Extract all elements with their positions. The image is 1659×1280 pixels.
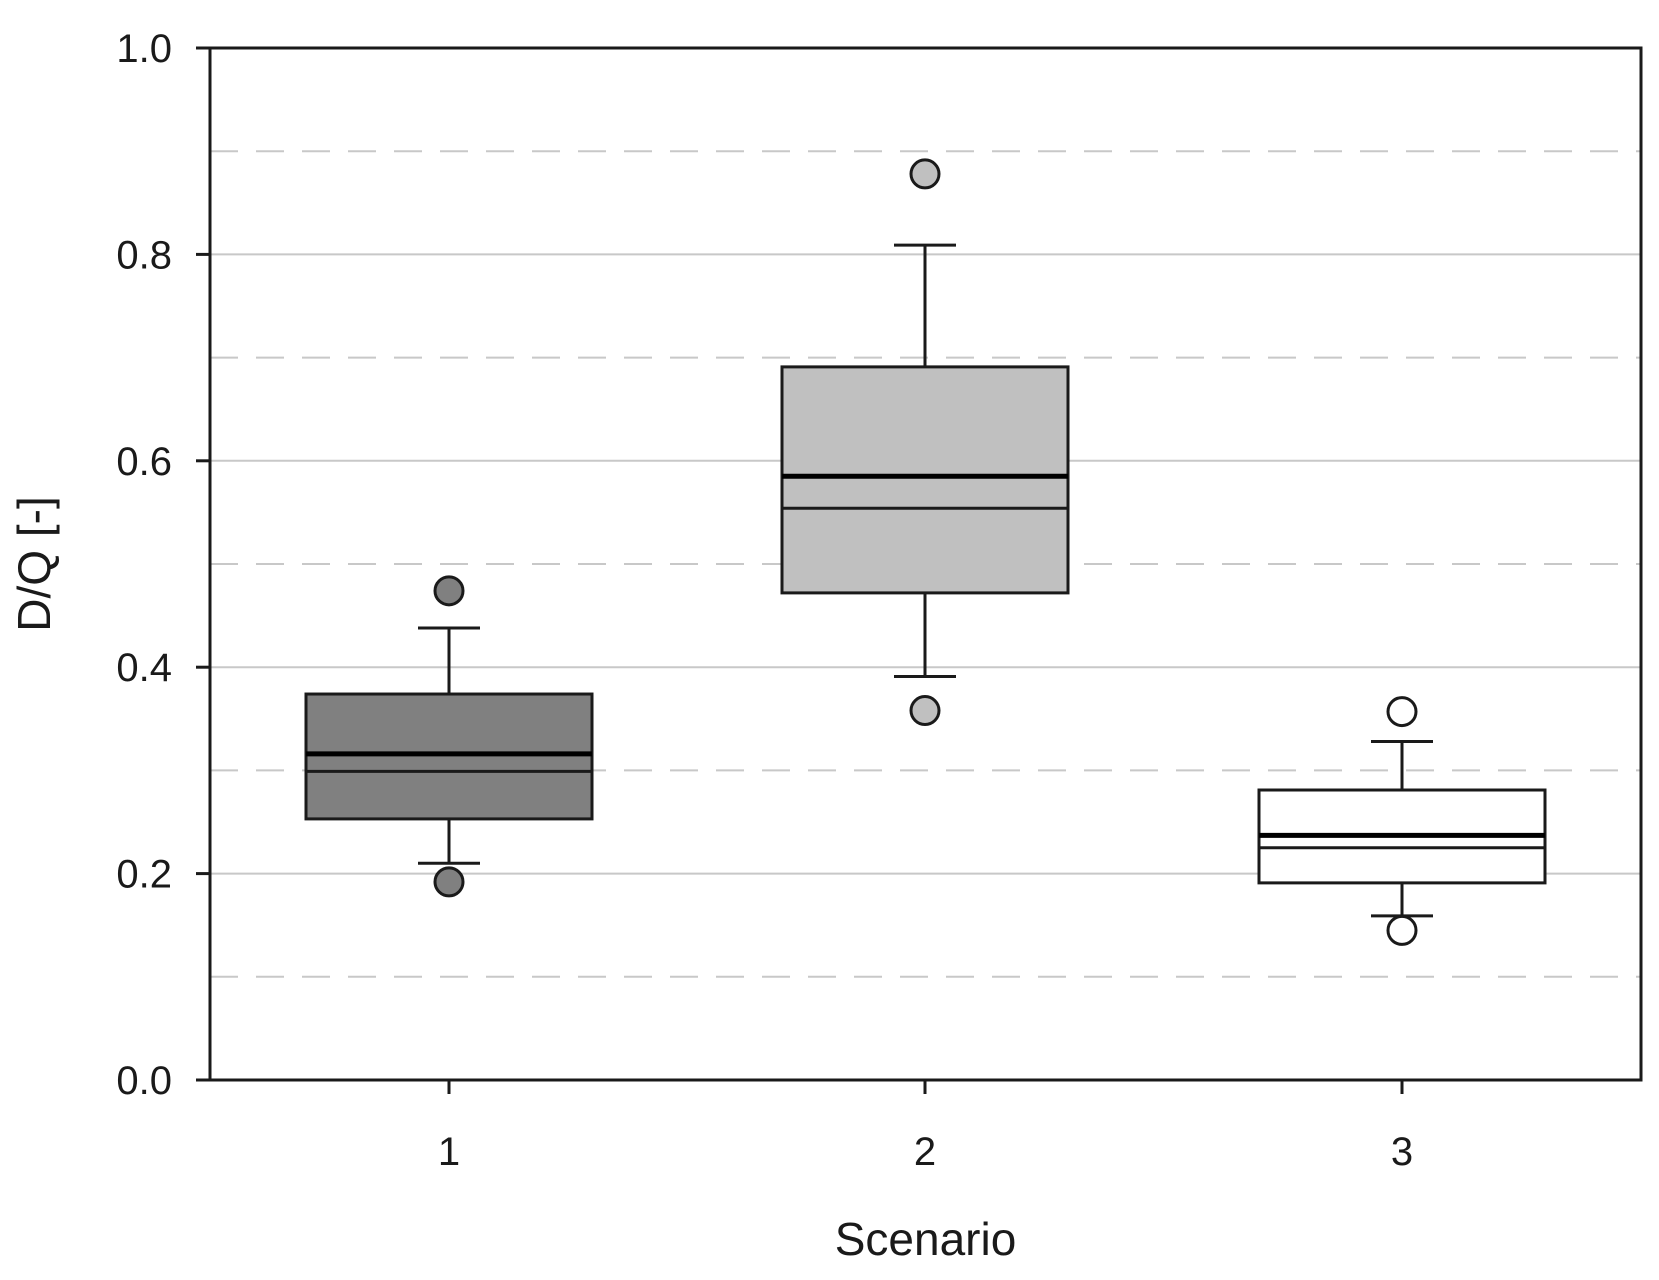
- y-tick-label: 0.2: [116, 853, 172, 897]
- box-iqr: [304, 692, 594, 821]
- outlier-point: [433, 575, 465, 607]
- x-axis-ticks: 1 2 3: [438, 1080, 1413, 1174]
- outlier-point: [909, 158, 941, 190]
- outlier-point: [1386, 914, 1418, 946]
- box-iqr: [780, 365, 1070, 595]
- box-group: [304, 575, 594, 898]
- y-tick-label: 0.6: [116, 440, 172, 484]
- x-axis-title: Scenario: [835, 1213, 1017, 1265]
- x-tick-label: 2: [914, 1130, 936, 1174]
- y-axis-title: D/Q [-]: [8, 496, 60, 631]
- x-tick-label: 1: [438, 1130, 460, 1174]
- outlier-point: [1386, 696, 1418, 728]
- y-tick-label: 0.4: [116, 646, 172, 690]
- box-group: [780, 158, 1070, 727]
- box-series: [304, 158, 1547, 946]
- x-tick-label: 3: [1391, 1130, 1413, 1174]
- y-tick-label: 1.0: [116, 27, 172, 71]
- box-group: [1257, 696, 1547, 946]
- outlier-point: [909, 695, 941, 727]
- y-axis-ticks: 0.0 0.2 0.4 0.6 0.8 1.0: [116, 27, 210, 1103]
- outlier-point: [433, 866, 465, 898]
- y-tick-label: 0.8: [116, 233, 172, 277]
- y-tick-label: 0.0: [116, 1059, 172, 1103]
